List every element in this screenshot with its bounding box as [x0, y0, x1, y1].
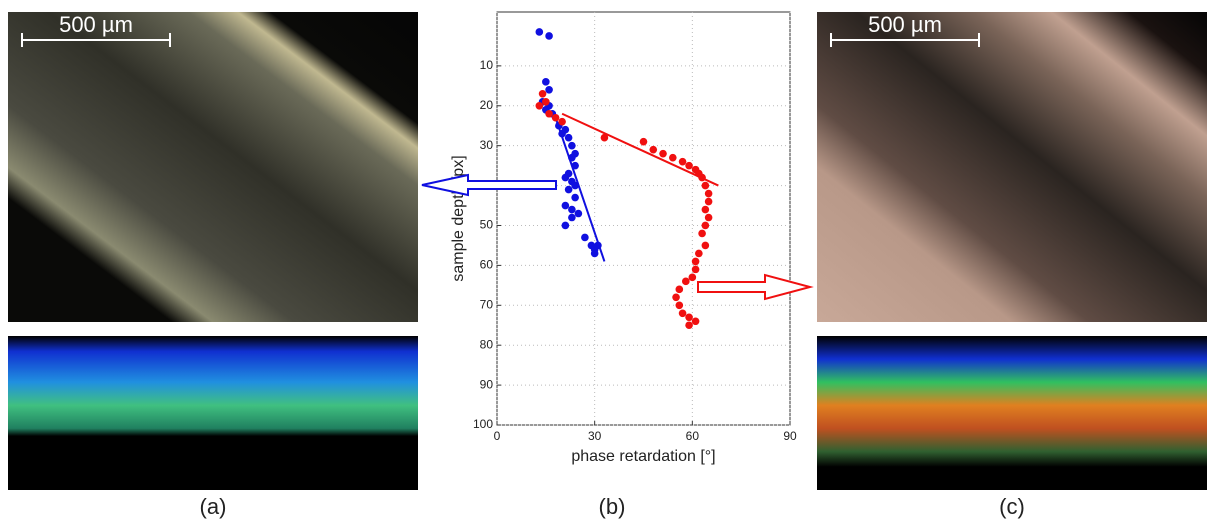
point [695, 250, 703, 258]
point [649, 146, 657, 154]
point [702, 206, 710, 214]
y-tick-label: 80 [480, 337, 494, 351]
point [571, 194, 579, 202]
scale-label: 500 µm [59, 12, 133, 37]
point [702, 222, 710, 230]
panel-label: (b) [599, 494, 626, 519]
point [705, 190, 713, 198]
point [542, 98, 550, 106]
point [545, 32, 553, 40]
plot-area [497, 12, 790, 425]
point [685, 321, 693, 329]
point [679, 309, 687, 317]
y-tick-label: 10 [480, 58, 494, 72]
figure: 500 µm 500 µm (a) (b) (c) 10203040506070… [0, 0, 1213, 525]
point [558, 118, 566, 126]
point [698, 230, 706, 238]
point [676, 286, 684, 294]
point [568, 214, 576, 222]
micrograph-a [8, 12, 418, 322]
point [562, 174, 570, 182]
oct-image-c [817, 336, 1207, 490]
y-axis-label: sample depth [px] [450, 155, 467, 281]
y-tick-label: 100 [473, 417, 493, 431]
point [568, 206, 576, 214]
point [581, 234, 589, 242]
point [571, 182, 579, 190]
point [536, 102, 544, 110]
x-axis-label: phase retardation [°] [571, 448, 715, 465]
point [542, 78, 550, 86]
y-tick-label: 70 [480, 297, 494, 311]
point [702, 182, 710, 190]
point [640, 138, 648, 146]
point [594, 242, 602, 250]
point [565, 186, 573, 194]
point [705, 198, 713, 206]
point [692, 317, 700, 325]
y-tick-label: 90 [480, 377, 494, 391]
point [539, 90, 547, 98]
point [545, 86, 553, 94]
point [536, 28, 544, 36]
point [562, 222, 570, 230]
point [698, 174, 706, 182]
point [601, 134, 609, 142]
x-tick-label: 0 [494, 429, 501, 443]
y-tick-label: 30 [480, 138, 494, 152]
point [591, 250, 599, 258]
point [545, 110, 553, 118]
y-tick-label: 60 [480, 258, 494, 272]
point [562, 202, 570, 210]
point [685, 162, 693, 170]
oct-image-a [8, 336, 418, 490]
y-tick-label: 20 [480, 98, 494, 112]
point [562, 126, 570, 134]
point [689, 274, 697, 282]
point [659, 150, 667, 158]
micrograph-c [817, 12, 1207, 322]
point [575, 210, 583, 218]
plot: 1020304050607080901000306090phase retard… [450, 12, 797, 465]
x-tick-label: 60 [686, 429, 700, 443]
point [685, 313, 693, 321]
panel-label: (a) [200, 494, 227, 519]
point [565, 134, 573, 142]
point [692, 258, 700, 266]
panel-label: (c) [999, 494, 1025, 519]
x-tick-label: 30 [588, 429, 602, 443]
point [672, 294, 680, 302]
point [669, 154, 677, 162]
point [571, 162, 579, 170]
point [705, 214, 713, 222]
scale-label: 500 µm [868, 12, 942, 37]
point [702, 242, 710, 250]
point [679, 158, 687, 166]
x-tick-label: 90 [783, 429, 797, 443]
point [682, 278, 690, 286]
point [552, 114, 560, 122]
point [568, 154, 576, 162]
y-tick-label: 50 [480, 218, 494, 232]
point [676, 301, 684, 309]
point [692, 266, 700, 274]
point [568, 142, 576, 150]
